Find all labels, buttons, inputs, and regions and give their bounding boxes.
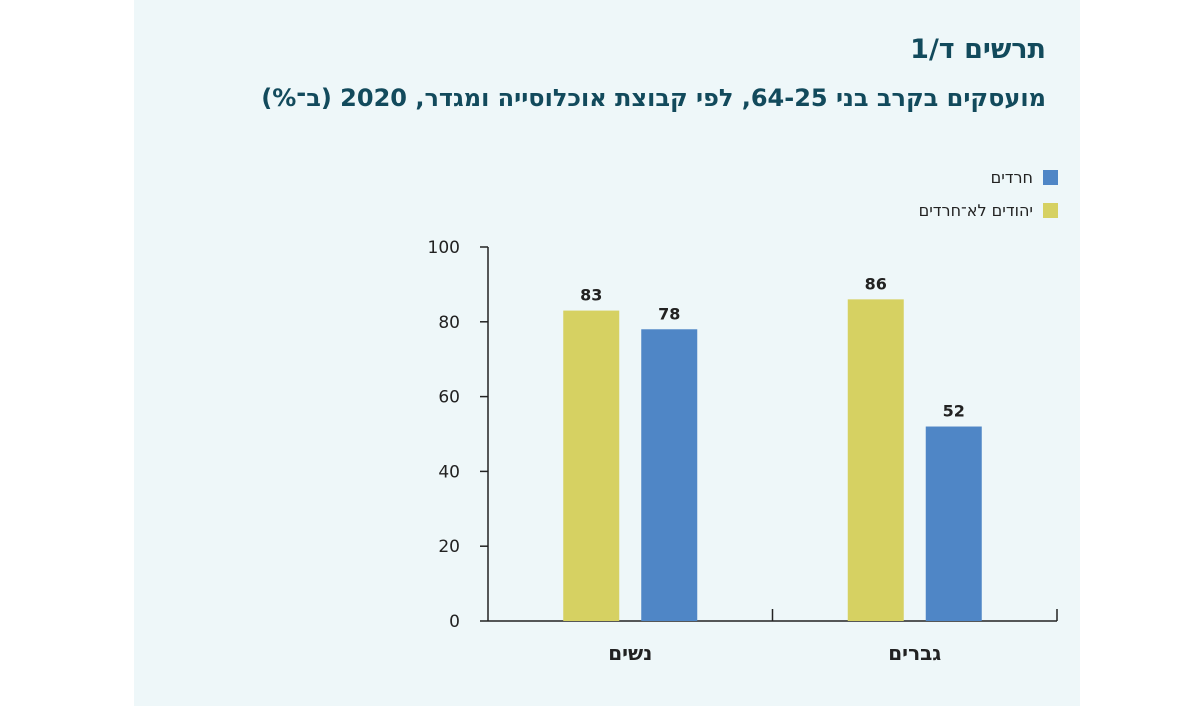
data-label: 83 [580, 286, 602, 305]
y-tick-label: 100 [428, 238, 460, 258]
bar [563, 310, 620, 621]
data-label: 78 [658, 304, 680, 323]
bar [641, 329, 698, 621]
legend-label-non-haredi-jews: יהודים לא־חרדים [918, 200, 1033, 220]
data-label: 52 [943, 402, 965, 421]
bar [847, 299, 904, 621]
y-tick-label: 40 [438, 462, 460, 482]
figure-title: תרשים ד/1 [910, 34, 1046, 65]
y-tick-label: 80 [438, 313, 460, 333]
figure-subtitle: מועסקים בקרב בני 64-25, לפי קבוצת אוכלוס… [261, 84, 1046, 112]
y-tick-label: 20 [438, 537, 460, 557]
y-tick-label: 0 [449, 612, 460, 632]
legend-item-non-haredi-jews: יהודים לא־חרדים [919, 200, 1058, 220]
legend-item-haredim: חרדים [991, 167, 1058, 187]
legend-swatch-non-haredi-jews [1043, 202, 1058, 218]
bar [925, 426, 982, 621]
x-category-label: גברים [888, 641, 941, 665]
x-category-label: נשים [608, 641, 652, 665]
y-tick-label: 60 [438, 388, 460, 408]
data-label: 86 [865, 274, 887, 293]
legend-swatch-haredim [1043, 169, 1058, 185]
legend-label-haredim: חרדים [990, 167, 1033, 187]
